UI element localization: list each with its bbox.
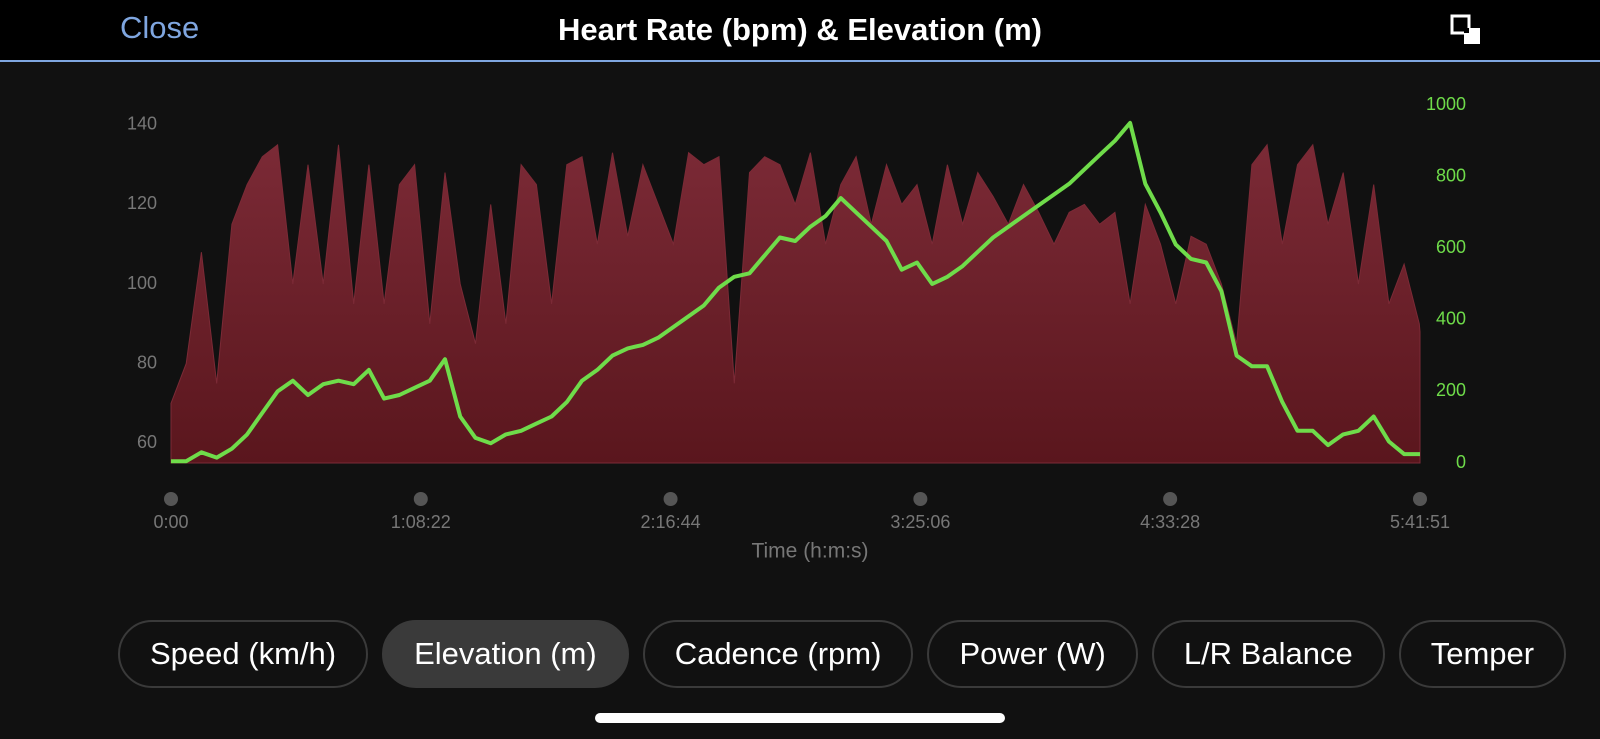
x-tick-label: 1:08:22 xyxy=(391,512,451,532)
y-tick-label: 100 xyxy=(127,273,157,293)
x-tick-label: 2:16:44 xyxy=(641,512,701,532)
x-tick-dot xyxy=(913,492,928,506)
x-tick-dot xyxy=(413,492,428,506)
y-tick-label: 80 xyxy=(137,352,157,372)
x-tick-dot xyxy=(1413,492,1427,506)
x-tick-label: 4:33:28 xyxy=(1140,512,1200,532)
y2-tick-label: 0 xyxy=(1456,452,1466,472)
tab-button[interactable]: Power (W) xyxy=(927,620,1138,688)
y2-tick-label: 800 xyxy=(1436,165,1466,185)
tab-button[interactable]: Cadence (rpm) xyxy=(642,620,914,688)
top-bar: Close Heart Rate (bpm) & Elevation (m) xyxy=(0,0,1600,62)
tab-button[interactable]: Speed (km/h) xyxy=(118,620,369,688)
chart: Time (h:m:s) 60 80 100 120 140 0 200 400 600 800 1… xyxy=(127,94,1466,563)
tab-button[interactable]: L/R Balance xyxy=(1151,620,1385,688)
y-tick-label: 60 xyxy=(137,432,157,452)
elevation-line xyxy=(171,120,1422,464)
tab-button[interactable]: Elevation (m) xyxy=(382,620,629,688)
x-tick-dot xyxy=(663,492,678,506)
y2-tick-label: 200 xyxy=(1436,380,1466,400)
heart-rate-area xyxy=(170,143,1421,464)
y2-tick-label: 400 xyxy=(1436,309,1466,329)
close-button[interactable]: Close xyxy=(120,10,200,45)
x-tick-label: 3:25:06 xyxy=(890,512,950,532)
expand-icon[interactable] xyxy=(1450,14,1482,46)
chart-title: Heart Rate (bpm) & Elevation (m) xyxy=(557,12,1042,47)
y2-tick-label: 600 xyxy=(1436,237,1466,257)
tab-button[interactable]: Temper xyxy=(1398,620,1567,688)
x-axis-label: Time (h:m:s) xyxy=(751,540,868,563)
y-tick-label: 120 xyxy=(127,193,157,213)
tab-bar: Speed (km/h) Elevation (m) Cadence (rpm) Po… xyxy=(118,620,1600,690)
x-tick-dot xyxy=(164,492,178,506)
y2-tick-label: 1000 xyxy=(1426,94,1466,114)
y-tick-label: 140 xyxy=(127,114,157,134)
x-tick-label: 0:00 xyxy=(153,512,188,532)
x-tick-label: 5:41:51 xyxy=(1390,512,1450,532)
home-indicator xyxy=(595,713,1005,723)
x-tick-dot xyxy=(1163,492,1178,506)
